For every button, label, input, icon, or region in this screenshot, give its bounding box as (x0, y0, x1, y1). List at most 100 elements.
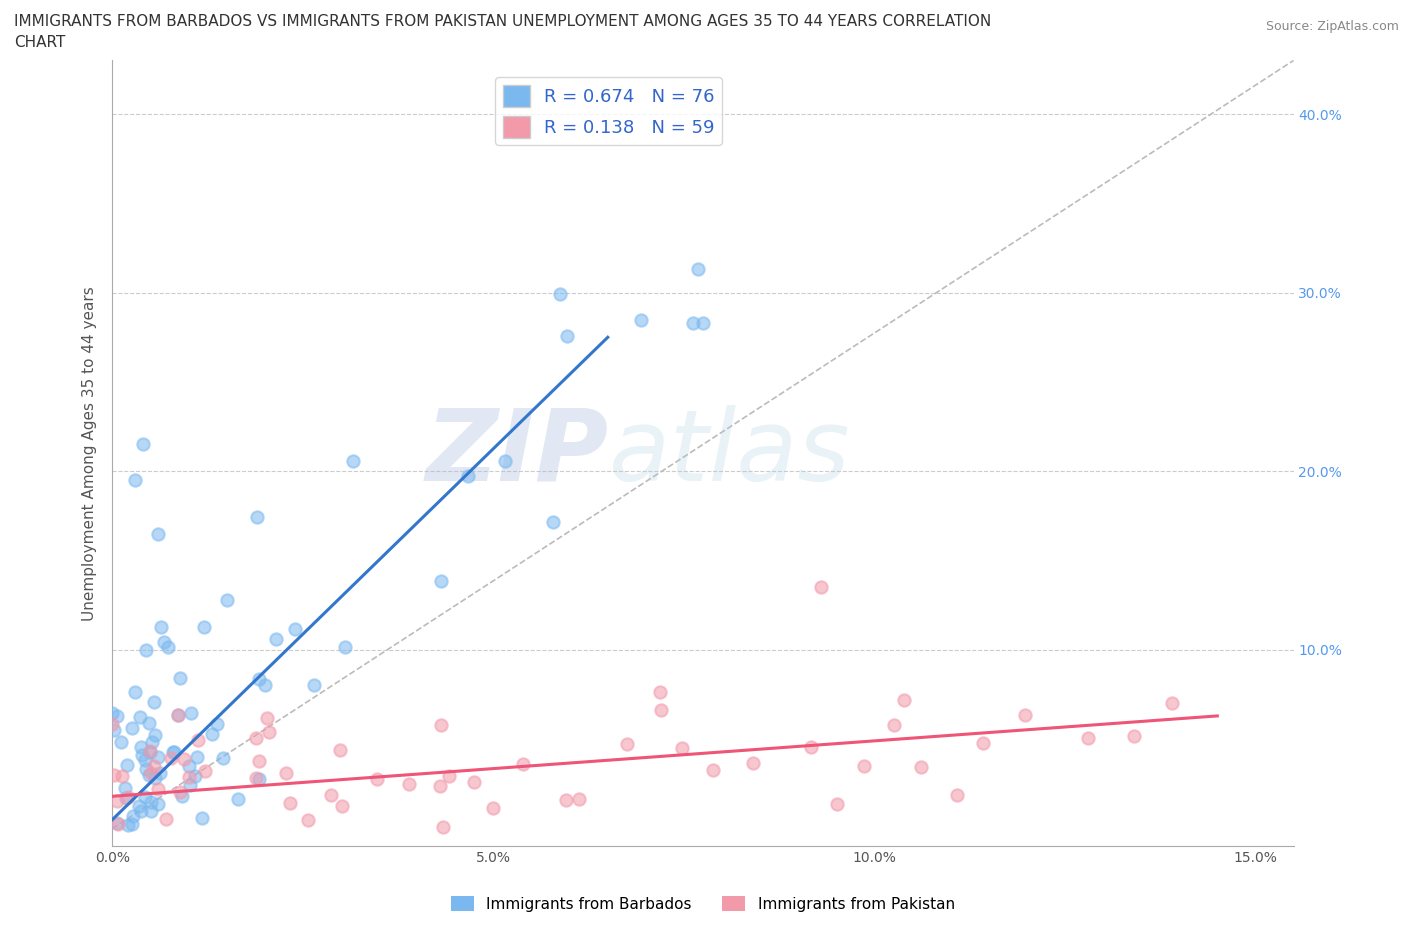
Point (215, 592, 238, 607)
Point (103, 723, 125, 737)
Point (247, 772, 270, 787)
Point (134, 790, 156, 804)
Point (170, 789, 193, 804)
Point (893, 693, 915, 708)
Point (169, 785, 191, 800)
Point (463, 775, 485, 790)
Point (555, 328, 578, 343)
Point (149, 765, 172, 780)
Point (810, 580, 832, 595)
Point (139, 745, 162, 760)
Point (205, 716, 228, 731)
Point (333, 640, 356, 655)
Point (111, 768, 134, 783)
Point (541, 514, 564, 529)
Point (114, 781, 136, 796)
Point (568, 791, 591, 806)
Point (650, 702, 672, 717)
Point (945, 787, 967, 802)
Point (257, 725, 280, 740)
Point (124, 472, 146, 487)
Point (143, 727, 166, 742)
Point (157, 639, 180, 654)
Point (555, 792, 578, 807)
Point (148, 526, 170, 541)
Point (135, 762, 157, 777)
Point (284, 621, 307, 636)
Point (117, 818, 139, 833)
Point (129, 710, 152, 724)
Point (149, 619, 172, 634)
Point (142, 695, 165, 710)
Point (1160, 696, 1182, 711)
Point (105, 816, 128, 830)
Point (256, 711, 278, 725)
Point (101, 705, 124, 720)
Point (121, 817, 143, 831)
Point (124, 685, 146, 700)
Point (432, 819, 454, 834)
Point (132, 437, 155, 452)
Point (142, 759, 165, 774)
Point (138, 716, 160, 731)
Point (319, 788, 342, 803)
Point (187, 733, 209, 748)
Point (107, 817, 129, 831)
Point (910, 759, 932, 774)
Point (548, 286, 571, 301)
Legend: R = 0.674   N = 76, R = 0.138   N = 59: R = 0.674 N = 76, R = 0.138 N = 59 (495, 77, 721, 145)
Point (226, 791, 249, 806)
Point (246, 510, 269, 525)
Point (179, 777, 201, 792)
Point (398, 777, 420, 791)
Point (342, 454, 364, 469)
Point (153, 635, 176, 650)
Point (117, 790, 139, 804)
Point (193, 619, 215, 634)
Point (122, 809, 145, 824)
Point (245, 770, 267, 785)
Point (146, 781, 169, 796)
Point (103, 767, 125, 782)
Point (682, 316, 704, 331)
Point (163, 744, 186, 759)
Point (139, 744, 162, 759)
Point (799, 740, 821, 755)
Point (616, 737, 638, 751)
Point (852, 758, 875, 773)
Point (201, 726, 224, 741)
Point (264, 631, 287, 646)
Point (139, 804, 162, 818)
Point (160, 751, 183, 765)
Point (512, 756, 534, 771)
Point (193, 764, 215, 778)
Point (278, 795, 301, 810)
Point (429, 573, 451, 588)
Point (825, 796, 848, 811)
Point (184, 768, 207, 783)
Point (482, 801, 505, 816)
Point (115, 790, 138, 805)
Point (134, 752, 156, 767)
Text: Source: ZipAtlas.com: Source: ZipAtlas.com (1265, 20, 1399, 33)
Point (430, 718, 453, 733)
Point (146, 797, 169, 812)
Point (692, 315, 714, 330)
Text: CHART: CHART (14, 35, 66, 50)
Point (1014, 707, 1036, 722)
Point (253, 677, 276, 692)
Point (212, 751, 235, 765)
Point (180, 706, 202, 721)
Point (330, 798, 353, 813)
Point (115, 758, 138, 773)
Point (437, 768, 460, 783)
Y-axis label: Unemployment Among Ages 35 to 44 years: Unemployment Among Ages 35 to 44 years (82, 286, 97, 620)
Point (105, 709, 128, 724)
Point (1122, 728, 1144, 743)
Point (630, 313, 652, 328)
Point (741, 756, 763, 771)
Point (128, 799, 150, 814)
Point (186, 750, 208, 764)
Point (883, 718, 905, 733)
Point (135, 643, 157, 658)
